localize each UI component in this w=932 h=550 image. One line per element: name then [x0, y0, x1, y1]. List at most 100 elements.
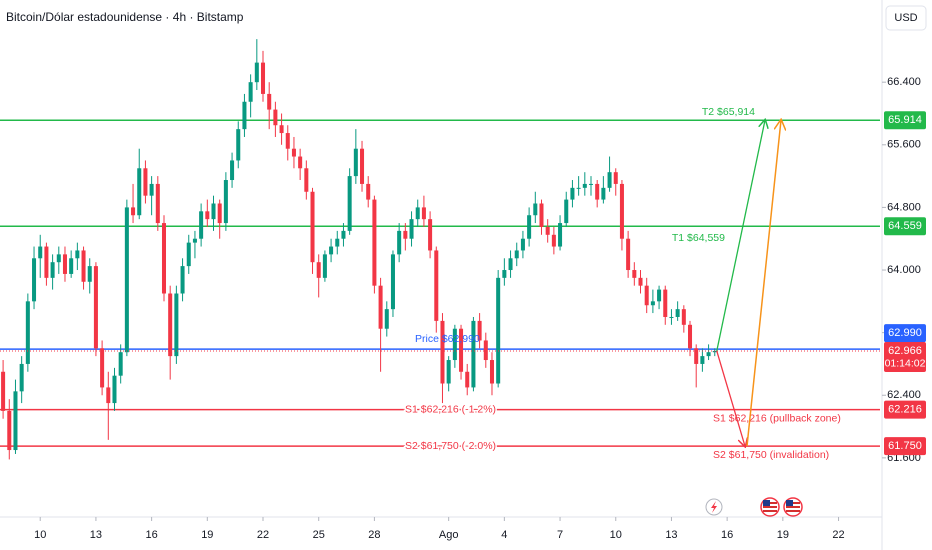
candle-body — [106, 387, 111, 404]
y-tick-label: 64.000 — [887, 264, 921, 276]
x-tick-label: 19 — [201, 529, 213, 541]
price-axis-box — [884, 217, 926, 236]
x-tick-label: 22 — [257, 529, 269, 541]
event-icon — [711, 501, 717, 513]
candle-body — [632, 270, 637, 278]
event-icon[interactable] — [760, 497, 780, 517]
candle-body — [124, 207, 129, 353]
candle-body — [477, 320, 482, 341]
candle-body — [539, 203, 544, 227]
candle-body — [341, 230, 346, 239]
candle-body — [322, 254, 327, 278]
candle-body — [25, 301, 30, 364]
candle-body — [174, 293, 179, 357]
candle-body — [434, 250, 439, 321]
plot-area: T2 $65,914 T1 $64,559 Price $62,990 S1 $62,… — [0, 39, 880, 461]
last-price-label: 62.966 — [888, 345, 922, 357]
candle-body — [186, 242, 191, 267]
x-tick-label: 19 — [777, 529, 789, 541]
pullback-arrow — [716, 350, 745, 446]
candle-body — [180, 266, 185, 294]
candle-body — [131, 207, 136, 216]
candle-body — [81, 250, 86, 282]
candle-body — [44, 246, 49, 278]
candle-body — [459, 328, 464, 372]
candle-body — [378, 285, 383, 329]
candle-body — [316, 262, 321, 278]
candle-body — [520, 238, 525, 251]
candle-body — [415, 207, 420, 220]
currency[interactable]: USD — [894, 12, 917, 24]
candle-body — [304, 168, 309, 192]
candle-body — [657, 289, 662, 302]
countdown: 01:14:02 — [885, 358, 926, 370]
candle-body — [168, 293, 173, 357]
candle-body — [452, 328, 457, 361]
candle-body — [19, 363, 24, 392]
candle-body — [1, 371, 6, 411]
candle-body — [366, 183, 371, 200]
candle-body — [471, 320, 476, 388]
candle-body — [260, 62, 266, 94]
candle-body — [669, 316, 674, 318]
candle-body — [100, 348, 105, 388]
candle-body — [87, 266, 92, 282]
candle-body — [291, 148, 296, 157]
candle-body — [149, 183, 154, 196]
candle-body — [551, 234, 556, 247]
x-tick-label: 25 — [313, 529, 325, 541]
candle-body — [644, 285, 649, 306]
candle-body — [613, 172, 618, 184]
x-tick-label: 13 — [665, 529, 677, 541]
candle-body — [384, 309, 389, 329]
candle-body — [248, 82, 253, 102]
currency-button[interactable] — [885, 5, 927, 31]
candle-body — [285, 133, 290, 149]
candle-body — [199, 211, 204, 239]
candle-body — [508, 258, 513, 271]
target-arrow — [716, 120, 765, 352]
candle-body — [298, 156, 303, 169]
level-label: T1 $64,559 — [672, 232, 725, 244]
candle-body — [712, 350, 717, 353]
candle-body — [675, 309, 680, 317]
x-tick-label: 13 — [90, 529, 102, 541]
candle-body — [564, 199, 569, 224]
y-tick-label: 65.600 — [887, 139, 921, 151]
candle-body — [192, 238, 197, 243]
candle-body — [137, 168, 142, 216]
candle-body — [205, 211, 210, 220]
candle-body — [545, 226, 550, 235]
candle-body — [409, 219, 414, 239]
x-tick-label: 7 — [557, 529, 563, 541]
level-label: S1 $62,216 (pullback zone) — [713, 412, 841, 424]
candle-body — [533, 203, 538, 216]
candle-body — [93, 266, 98, 349]
chart-title: Bitcoin/Dólar estadounidense · 4h · Bits… — [6, 10, 244, 24]
candle-body — [273, 109, 278, 126]
candle-body — [329, 246, 334, 255]
candle-body — [650, 301, 655, 306]
candle-body — [527, 215, 532, 239]
candle-body — [38, 246, 43, 259]
candle-body — [688, 324, 693, 349]
candle-body — [440, 320, 445, 384]
candle-body — [32, 258, 37, 302]
price-axis-box — [884, 400, 926, 419]
candle-body — [7, 410, 12, 451]
candle-body — [50, 262, 55, 278]
event-icons — [705, 497, 803, 517]
candle-body — [681, 309, 686, 325]
price-axis-label: 64.559 — [888, 220, 922, 232]
candle-body — [390, 254, 395, 310]
price-axis-box — [884, 324, 926, 343]
x-tick-label: 4 — [501, 529, 507, 541]
candle-body — [75, 250, 80, 259]
candle-body — [489, 360, 494, 384]
candle-body — [403, 230, 408, 239]
candle-body — [56, 254, 61, 263]
candle-body — [254, 62, 259, 83]
event-icon[interactable] — [783, 497, 803, 517]
x-tick-label: 22 — [832, 529, 844, 541]
